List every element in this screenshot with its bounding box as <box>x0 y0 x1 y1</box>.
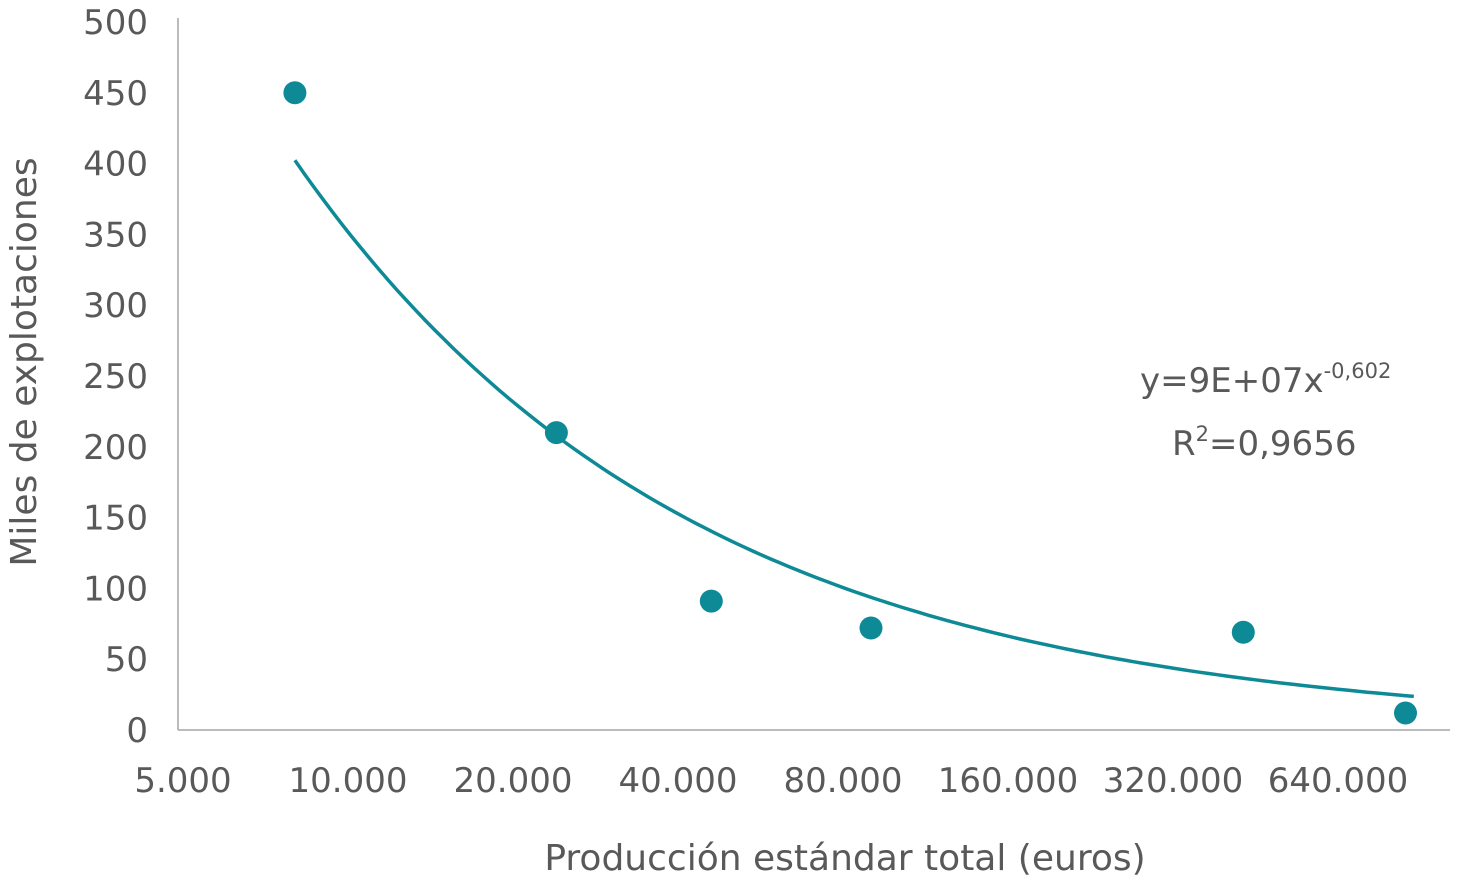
trendline-layer <box>293 159 1414 699</box>
r-squared-value: =0,9656 <box>1209 424 1356 464</box>
trendline-equation: y=9E+07x-0,602 R2=0,9656 <box>1140 359 1391 464</box>
r-squared-prefix: R <box>1172 424 1196 464</box>
trendline <box>293 159 1414 699</box>
x-tick-label: 160.000 <box>938 761 1079 801</box>
equation-label: y=9E+07x-0,602 <box>1140 359 1391 401</box>
y-tick-label: 0 <box>126 711 148 751</box>
y-axis-title: Miles de explotaciones <box>4 157 45 566</box>
data-point <box>544 421 568 445</box>
r-squared-label: R2=0,9656 <box>1172 422 1356 464</box>
data-point <box>283 81 307 105</box>
y-tick-label: 300 <box>83 286 148 326</box>
y-tick-label: 350 <box>83 215 148 255</box>
y-tick-label: 250 <box>83 357 148 397</box>
axes-layer <box>177 18 1450 731</box>
y-tick-label: 150 <box>83 499 148 539</box>
y-tick-label: 200 <box>83 428 148 468</box>
x-axis-title: Producción estándar total (euros) <box>544 838 1145 879</box>
x-tick-label: 640.000 <box>1268 761 1409 801</box>
data-point <box>859 616 883 640</box>
data-point <box>1231 620 1255 644</box>
y-tick-label: 50 <box>105 640 148 680</box>
y-tick-labels: 0 50 100 150 200 250 300 350 400 450 500 <box>83 3 148 751</box>
x-tick-label: 40.000 <box>619 761 738 801</box>
x-tick-label: 5.000 <box>134 761 231 801</box>
y-tick-label: 500 <box>83 3 148 43</box>
data-point <box>699 589 723 613</box>
data-point <box>1394 701 1417 725</box>
x-tick-label: 80.000 <box>784 761 903 801</box>
y-tick-label: 100 <box>83 569 148 609</box>
equation-text: y=9E+07x <box>1140 361 1324 401</box>
x-tick-labels: 5.000 10.000 20.000 40.000 80.000 160.000 320.… <box>134 761 1408 801</box>
x-tick-label: 320.000 <box>1103 761 1244 801</box>
equation-exponent: -0,602 <box>1324 359 1392 383</box>
x-tick-label: 10.000 <box>289 761 408 801</box>
y-tick-label: 400 <box>83 145 148 185</box>
r-squared-superscript: 2 <box>1196 422 1209 446</box>
data-points <box>283 81 1417 725</box>
x-tick-label: 20.000 <box>454 761 573 801</box>
y-tick-label: 450 <box>83 74 148 114</box>
